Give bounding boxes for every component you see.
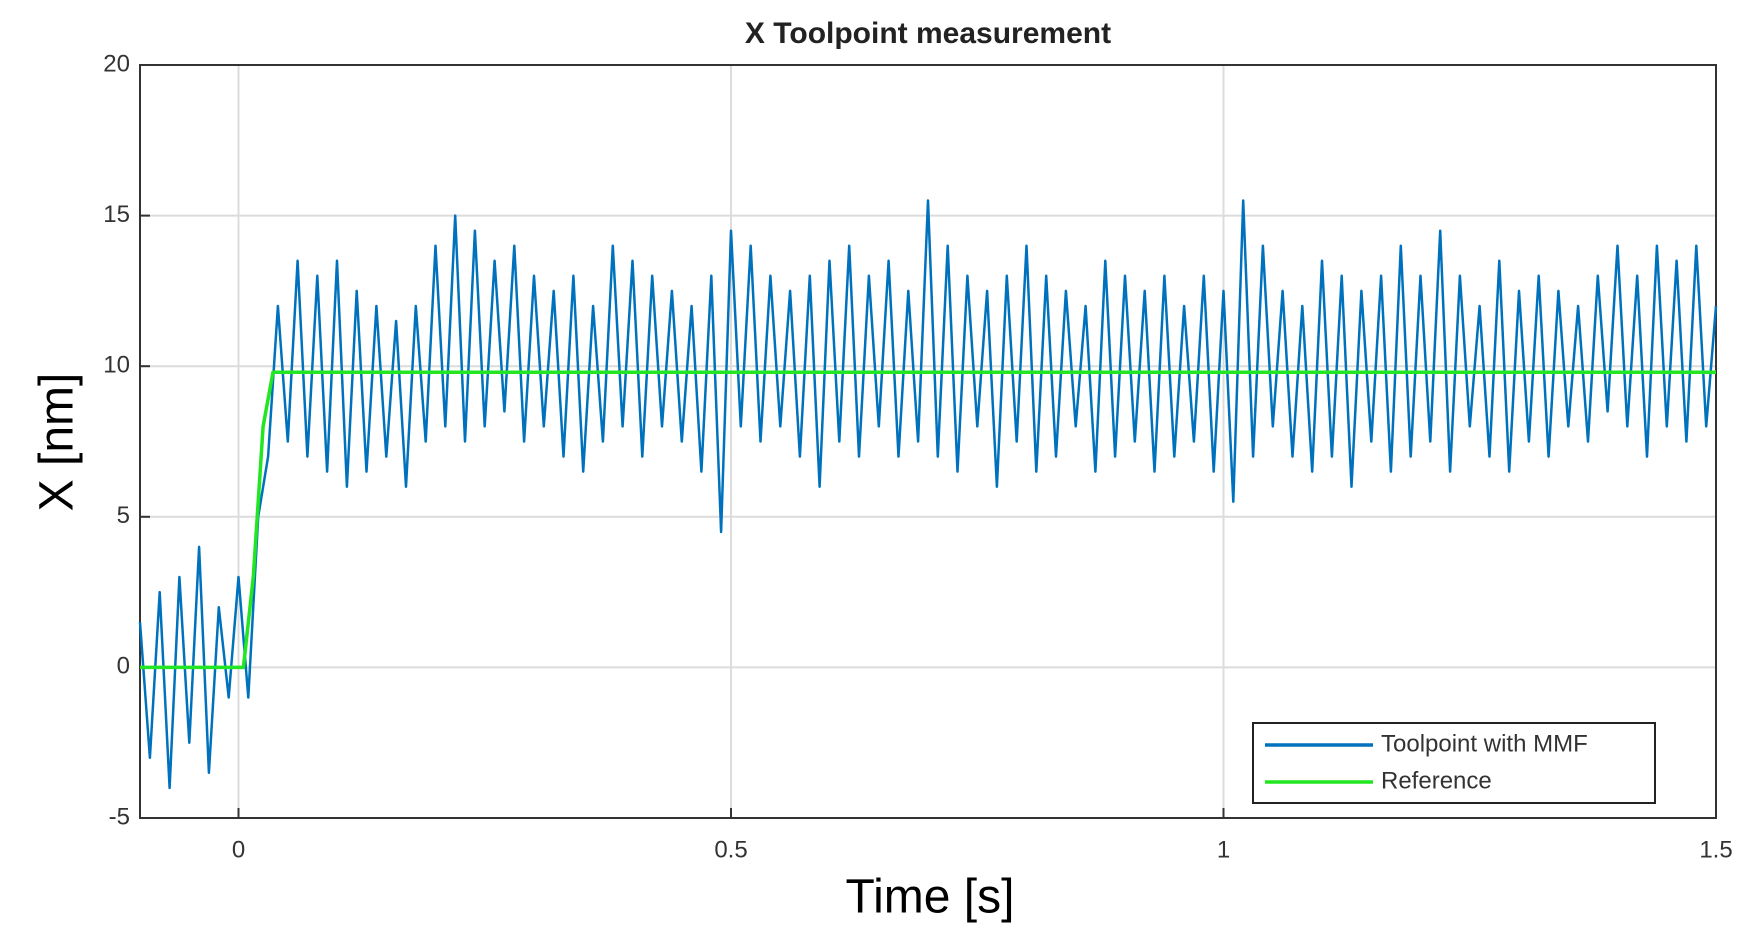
y-tick-label: -5 xyxy=(109,803,130,830)
y-tick-label: 10 xyxy=(103,352,130,379)
x-tick-label: 1 xyxy=(1217,836,1230,863)
y-axis-label: X [nm] xyxy=(31,373,84,512)
data-line xyxy=(140,370,1716,670)
chart-title: X Toolpoint measurement xyxy=(745,17,1111,50)
x-tick-label: 0.5 xyxy=(714,836,747,863)
y-tick-label: 0 xyxy=(117,653,130,680)
axes-frame xyxy=(139,64,1717,819)
y-tick-label: 20 xyxy=(103,50,130,77)
x-axis-label: Time [s] xyxy=(846,871,1015,924)
y-tick-label: 15 xyxy=(103,201,130,228)
data-line xyxy=(138,199,1718,790)
x-tick-label: 1.5 xyxy=(1699,836,1732,863)
plot-area xyxy=(140,65,1716,818)
legend-label: Toolpoint with MMF xyxy=(1381,730,1588,757)
legend-box xyxy=(1252,722,1656,804)
x-tick-label: 0 xyxy=(232,836,245,863)
legend-label: Reference xyxy=(1381,767,1492,794)
y-tick-label: 5 xyxy=(117,502,130,529)
